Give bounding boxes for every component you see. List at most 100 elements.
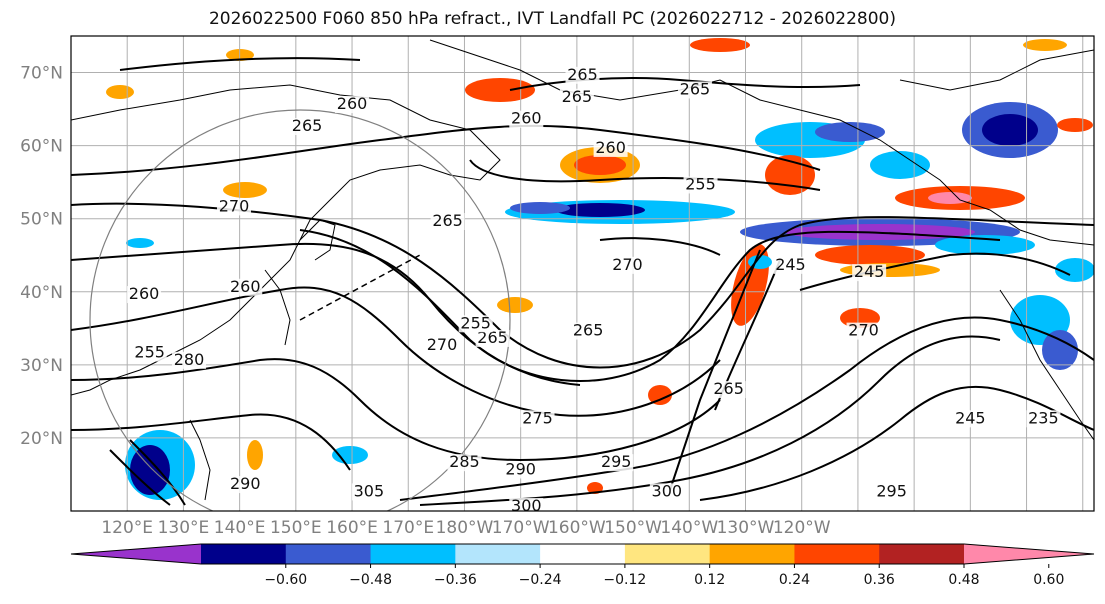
longitude-axis-labels: 120°E 130°E 140°E 150°E 160°E 170°E 180°W170°W… — [101, 518, 830, 538]
coastlines — [71, 39, 1094, 501]
contour-label-bg — [172, 351, 207, 369]
map-frame — [70, 35, 1095, 512]
colorbar-tick-label: −0.48 — [349, 572, 392, 588]
contour-label-bg — [610, 256, 645, 274]
contour-label: 270 — [848, 321, 879, 340]
colorbar-outline — [70, 543, 1095, 565]
colorbar-tick-label: 0.24 — [779, 572, 810, 588]
longitude-tick-label: 140°E — [214, 518, 266, 538]
colorbar-extend-high — [964, 544, 1094, 564]
contour-label: 265 — [567, 65, 598, 84]
contour-label-bg — [874, 483, 909, 501]
contour-label: 265 — [713, 379, 744, 398]
colorbar-tick-label: −0.60 — [264, 572, 307, 588]
contour-label: 255 — [134, 343, 165, 362]
longitude-tick-label: 130°W — [717, 518, 775, 538]
contour-label-bg — [458, 315, 493, 333]
contour-label: 290 — [230, 474, 261, 493]
latitude-tick-label: 20°N — [20, 429, 63, 449]
contour-label: 270 — [612, 255, 643, 274]
colorbar: −0.60 −0.48 −0.36 −0.24 −0.12 0.12 0.24 0.36 0.4… — [70, 543, 1095, 588]
contour-label-bg — [677, 81, 712, 99]
contour-label-bg — [565, 66, 600, 84]
colorbar-tick-label: 0.12 — [694, 572, 725, 588]
longitude-tick-label: 150°E — [270, 518, 322, 538]
colorbar-segment — [879, 544, 965, 564]
contour-label: 265 — [432, 211, 463, 230]
contour-label-bg — [711, 381, 746, 399]
contour-label-bg — [559, 88, 594, 106]
contour-label: 255 — [685, 174, 716, 193]
contour-label: 260 — [129, 284, 160, 303]
contour-label: 245 — [775, 255, 806, 274]
colorbar-segment — [709, 544, 795, 564]
contour-label: 300 — [652, 481, 683, 500]
contour-label-bg — [509, 110, 544, 128]
contour-label: 285 — [449, 452, 480, 471]
longitude-tick-label: 140°W — [660, 518, 718, 538]
dashed-line — [299, 254, 421, 321]
longitude-tick-label: 160°E — [326, 518, 378, 538]
contour-label-bg — [503, 461, 538, 479]
colorbar-tick-label: −0.24 — [519, 572, 562, 588]
contour-label: 235 — [1028, 408, 1059, 427]
contour-label-bg — [447, 454, 482, 472]
contour-label-bg — [228, 476, 263, 494]
contour-label: 265 — [292, 116, 323, 135]
latitude-tick-label: 60°N — [20, 137, 63, 157]
longitude-tick-label: 130°E — [158, 518, 210, 538]
colorbar-tick-label: 0.60 — [1033, 572, 1064, 588]
latitude-axis-labels: 70°N 60°N 50°N 40°N 30°N 20°N — [20, 64, 63, 449]
contour-label: 280 — [174, 350, 205, 369]
latitude-tick-label: 50°N — [20, 210, 63, 230]
map-title: 2026022500 F060 850 hPa refract., IVT La… — [208, 9, 896, 29]
contour-label: 295 — [601, 452, 632, 471]
contour-label-bg — [475, 329, 510, 347]
contour-label-bg — [424, 337, 459, 355]
contour-label-bg — [520, 410, 555, 428]
contour-label-bg — [217, 198, 252, 216]
contour-label-bg — [1026, 410, 1061, 428]
contour-label: 300 — [511, 496, 542, 515]
contour-label-bg — [953, 410, 988, 428]
longitude-tick-label: 160°W — [548, 518, 606, 538]
latitude-tick-label: 30°N — [20, 356, 63, 376]
colorbar-segment — [370, 544, 456, 564]
contour-label-bg — [335, 96, 370, 114]
contour-label-bg — [430, 213, 465, 230]
colorbar-tick-label: 0.36 — [864, 572, 895, 588]
contour-label-bg — [773, 256, 808, 274]
longitude-tick-label: 170°W — [492, 518, 550, 538]
contour-label: 255 — [460, 313, 491, 332]
contour-label-bg — [846, 322, 881, 340]
colorbar-segment — [285, 544, 372, 564]
contour-label-bg — [593, 139, 628, 157]
contour-label: 265 — [562, 87, 593, 106]
longitude-tick-label: 180°W — [436, 518, 494, 538]
contour-label: 270 — [427, 335, 458, 354]
colorbar-tick-label: 0.48 — [948, 572, 979, 588]
contour-label: 290 — [505, 459, 536, 478]
longitude-tick-label: 120°E — [101, 518, 153, 538]
colorbar-segment — [624, 544, 711, 564]
latitude-tick-label: 40°N — [20, 283, 63, 303]
latitude-tick-label: 70°N — [20, 64, 63, 84]
contour-label-bg — [290, 118, 325, 135]
contour-labels: 260 265 270 260 265 265 260 255 265 265 270 265 265 2… — [127, 65, 1061, 515]
contour-label-bg — [127, 286, 162, 304]
range-circle — [89, 109, 511, 511]
contour-label-bg — [683, 176, 718, 194]
colorbar-extend-low — [71, 544, 201, 564]
contour-label-bg — [599, 454, 634, 472]
colorbar-segment — [794, 544, 880, 564]
contour-label: 270 — [219, 196, 250, 215]
contour-label-bg — [351, 483, 386, 501]
contour-label: 265 — [680, 79, 711, 98]
contour-label: 265 — [573, 321, 604, 340]
contour-label: 260 — [511, 109, 542, 128]
colorbar-segment — [455, 544, 541, 564]
contour-label: 260 — [337, 94, 368, 113]
colorbar-tick-label: −0.36 — [434, 572, 477, 588]
shaded-anomaly-layer — [106, 38, 1094, 500]
